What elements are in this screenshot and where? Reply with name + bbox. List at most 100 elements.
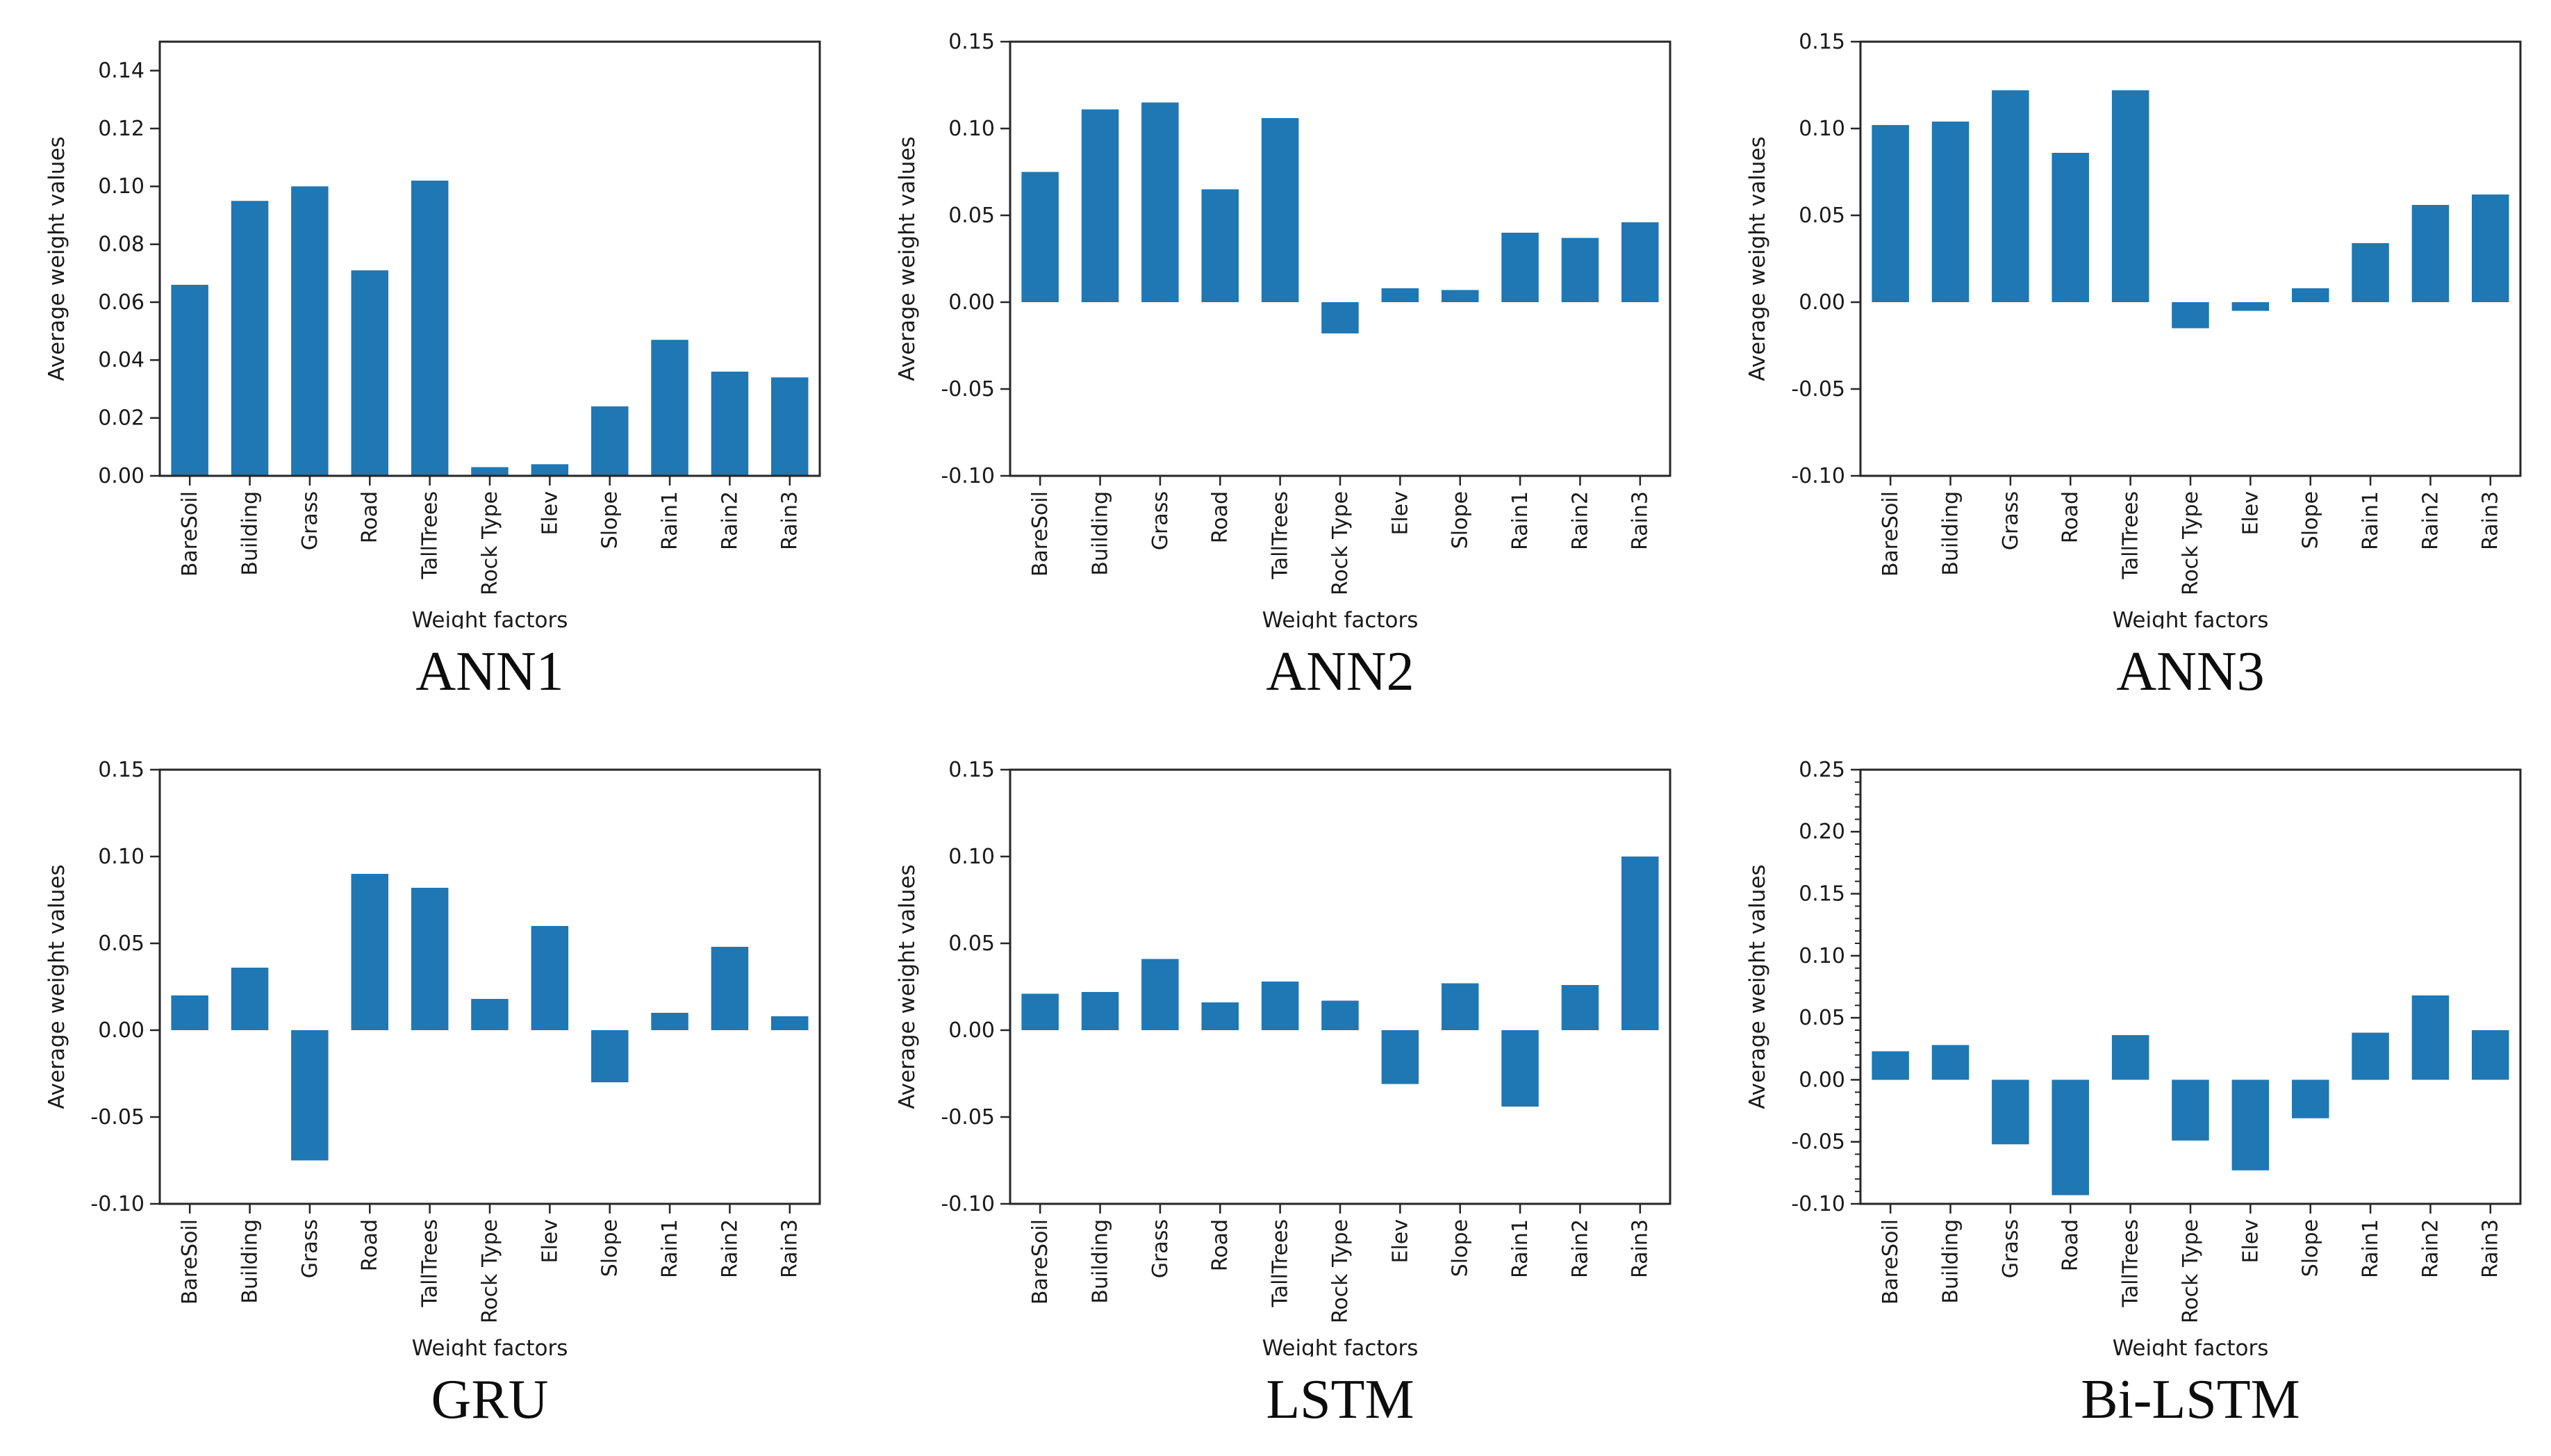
subplot-bilstm: -0.10 -0.05 0.00 0.05 0.10 0.15 0.20 0.25 BareSo… <box>1701 728 2551 1456</box>
plot-frame <box>1009 40 1671 477</box>
x-tick-label: Rain3 <box>2479 491 2503 550</box>
y-tick-label: -0.05 <box>90 1105 145 1130</box>
chart-ann3: -0.10 -0.05 0.00 0.05 0.10 0.15 BareSoil Buildi… <box>1745 30 2522 629</box>
bar-building <box>1081 992 1119 1030</box>
x-tick-label: Slope <box>1448 1219 1473 1277</box>
y-tick-label: 0.00 <box>948 290 995 315</box>
y-tick-label: 0.05 <box>948 204 995 228</box>
x-tick-label: Building <box>238 1219 262 1304</box>
y-tick-label: 0.15 <box>1799 882 1845 906</box>
y-tick-label: 0.08 <box>98 233 145 257</box>
x-tick-label: Road <box>1208 1219 1232 1271</box>
bar-building <box>1931 122 1970 302</box>
bar-grass <box>291 186 329 476</box>
chart-caption-lstm: LSTM <box>1266 1369 1414 1430</box>
y-axis-label: Average weight values <box>1745 864 1770 1109</box>
bar-baresoil <box>1021 993 1059 1030</box>
x-tick-label: Grass <box>1999 1219 2023 1278</box>
bar-rock-type <box>2172 1079 2209 1141</box>
x-tick-label: Road <box>2058 491 2083 543</box>
y-tick-label: 0.05 <box>948 932 995 956</box>
x-tick-label: Rain1 <box>1508 1219 1533 1278</box>
x-tick-label: TallTrees <box>1269 491 1293 580</box>
x-tick-label: Rain2 <box>1568 1219 1592 1278</box>
bar-slope <box>1442 983 1479 1030</box>
x-tick-label: Rain3 <box>1628 1219 1653 1278</box>
x-tick-label: Elev <box>538 491 562 536</box>
x-tick-label: Grass <box>298 1219 322 1278</box>
bar-building <box>1931 1045 1970 1080</box>
bar-elev <box>531 464 569 476</box>
y-tick-label: 0.00 <box>1799 1068 1845 1092</box>
bar-rock-type <box>1321 302 1359 333</box>
bar-slope <box>591 406 629 476</box>
x-tick-label: Slope <box>598 491 622 549</box>
y-tick-label: 0.00 <box>948 1018 995 1043</box>
chart-ann2: -0.10 -0.05 0.00 0.05 0.10 0.15 BareSoil Buildi… <box>895 30 1671 629</box>
bar-rain3 <box>1621 857 1659 1030</box>
x-tick-label: Grass <box>1999 491 2023 550</box>
x-tick-label: Elev <box>1388 491 1412 536</box>
y-tick-label: 0.15 <box>948 758 995 782</box>
bar-road <box>1201 1002 1239 1030</box>
bar-rain2 <box>2411 995 2450 1080</box>
y-axis-label: Average weight values <box>44 136 69 381</box>
x-axis-label: Weight factors <box>1262 1336 1419 1357</box>
chart-caption-ann1: ANN1 <box>415 641 564 702</box>
x-tick-label: Road <box>2058 1219 2083 1271</box>
x-tick-label: Slope <box>598 1219 622 1277</box>
plot-frame <box>158 768 821 1205</box>
y-tick-label: -0.10 <box>1791 1192 1845 1216</box>
x-tick-label: Rain2 <box>718 491 742 550</box>
y-tick-label: 0.02 <box>98 406 145 431</box>
y-axis-label: Average weight values <box>895 864 920 1109</box>
x-tick-label: Rain1 <box>1508 491 1533 550</box>
y-tick-label: -0.05 <box>1791 1130 1845 1155</box>
x-tick-label: BareSoil <box>1028 491 1052 577</box>
bar-rock-type <box>471 999 509 1030</box>
bar-road <box>351 270 388 476</box>
chart-bilstm: -0.10 -0.05 0.00 0.05 0.10 0.15 0.20 0.25 BareSo… <box>1745 758 2522 1357</box>
x-axis-label: Weight factors <box>1262 608 1419 629</box>
x-tick-label: Rain3 <box>2479 1219 2503 1278</box>
x-tick-label: Building <box>1088 1219 1112 1304</box>
bar-rain3 <box>2472 195 2509 302</box>
y-tick-label: 0.10 <box>98 845 145 869</box>
bar-elev <box>531 926 569 1030</box>
chart-caption-ann2: ANN2 <box>1266 641 1414 702</box>
bar-grass <box>1992 90 2029 302</box>
y-tick-label: 0.15 <box>98 758 145 782</box>
y-tick-label: 0.06 <box>98 290 145 315</box>
y-tick-label: 0.00 <box>98 1018 145 1043</box>
bar-slope <box>591 1030 629 1082</box>
chart-ann1: 0.00 0.02 0.04 0.06 0.08 0.10 0.12 0.14 BareSoil… <box>44 40 821 629</box>
plot-frame <box>158 40 821 477</box>
x-tick-label: Slope <box>2299 1219 2323 1277</box>
bar-rock-type <box>2172 302 2209 329</box>
bar-rock-type <box>1321 1000 1359 1030</box>
plot-frame <box>1859 40 2522 477</box>
x-tick-label: Rain1 <box>2359 1219 2383 1278</box>
bar-rain1 <box>651 340 688 476</box>
bar-grass <box>291 1030 329 1161</box>
x-tick-label: Grass <box>1148 1219 1173 1278</box>
x-tick-label: Rain3 <box>1628 491 1653 550</box>
x-tick-label: Road <box>1208 491 1232 543</box>
y-tick-label: 0.15 <box>948 30 995 54</box>
bar-building <box>231 201 269 476</box>
bar-talltrees <box>1261 982 1299 1030</box>
y-tick-label: 0.15 <box>1799 30 1845 54</box>
x-tick-label: Slope <box>1448 491 1473 549</box>
x-tick-label: Rock Type <box>1328 1219 1353 1323</box>
bar-elev <box>2231 1079 2270 1170</box>
x-axis-label: Weight factors <box>2113 608 2269 629</box>
bar-rain1 <box>2352 243 2389 302</box>
x-tick-label: Elev <box>2238 491 2263 536</box>
x-tick-label: Rock Type <box>478 1219 502 1323</box>
x-axis-label: Weight factors <box>412 608 568 629</box>
bar-road <box>351 874 388 1030</box>
bar-baresoil <box>1872 125 1909 302</box>
bar-building <box>1081 109 1119 302</box>
bar-elev <box>1381 288 1419 302</box>
bar-rain2 <box>711 372 749 476</box>
